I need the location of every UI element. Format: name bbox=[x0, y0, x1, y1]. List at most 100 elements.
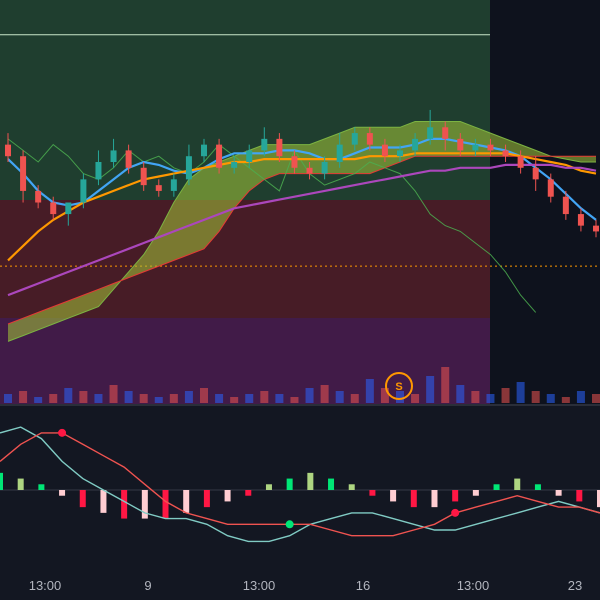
crossover-dot bbox=[451, 508, 460, 517]
histogram-bar bbox=[307, 472, 314, 490]
candle bbox=[487, 138, 494, 157]
time-tick-label: 13:00 bbox=[457, 578, 490, 593]
volume-bar bbox=[396, 391, 404, 403]
volume-bar bbox=[230, 397, 239, 403]
volume-bar bbox=[139, 394, 148, 403]
signal-ring bbox=[385, 372, 413, 400]
moving-average-line bbox=[7, 137, 597, 221]
volume-bar bbox=[109, 385, 118, 403]
signal-line bbox=[0, 426, 600, 543]
moving-average-line bbox=[7, 152, 597, 262]
histogram-bar bbox=[183, 490, 190, 513]
candle-body bbox=[351, 133, 358, 145]
histogram-bar bbox=[431, 490, 438, 508]
cloud-span-b bbox=[7, 155, 596, 325]
candle bbox=[532, 156, 539, 191]
candle-body bbox=[80, 179, 87, 203]
candle bbox=[547, 173, 554, 203]
histogram-bar bbox=[121, 490, 128, 519]
candle-body bbox=[502, 150, 509, 157]
volume-bar bbox=[184, 391, 193, 403]
volume-bar bbox=[305, 388, 314, 403]
candle bbox=[381, 138, 388, 162]
candlestick-series bbox=[5, 109, 599, 238]
candle bbox=[246, 144, 253, 168]
volume-bars bbox=[4, 367, 600, 403]
candle bbox=[261, 127, 268, 157]
histogram-bar bbox=[224, 490, 231, 502]
highlight-zones bbox=[0, 0, 490, 405]
histogram-bar bbox=[141, 490, 148, 519]
histogram-bar bbox=[369, 490, 376, 496]
volume-bar bbox=[365, 379, 374, 403]
candle bbox=[306, 162, 313, 180]
sell-signal-marker[interactable]: S bbox=[385, 372, 413, 400]
candle bbox=[577, 208, 584, 232]
volume-bar bbox=[200, 388, 208, 403]
candle-body bbox=[110, 150, 117, 162]
candle-body bbox=[517, 156, 524, 168]
histogram-bar bbox=[162, 490, 169, 519]
candle bbox=[336, 133, 343, 168]
candle-body bbox=[95, 162, 102, 180]
candle-body bbox=[306, 167, 313, 174]
volume-bar bbox=[486, 394, 495, 403]
histogram-bar bbox=[493, 484, 500, 490]
histogram-bar bbox=[59, 490, 66, 496]
candle bbox=[35, 185, 42, 209]
volume-bar bbox=[245, 394, 254, 403]
candle-body bbox=[216, 144, 223, 168]
histogram-bar bbox=[534, 484, 541, 490]
candle bbox=[276, 133, 283, 162]
histogram-bar bbox=[203, 490, 210, 508]
candle-body bbox=[140, 167, 147, 186]
candle-body bbox=[366, 133, 373, 145]
volume-bar bbox=[561, 397, 570, 403]
candle-body bbox=[185, 156, 192, 180]
candle bbox=[140, 162, 147, 191]
volume-bar bbox=[320, 385, 329, 403]
volume-bar bbox=[290, 397, 299, 403]
volume-bar bbox=[546, 394, 555, 403]
candle-body bbox=[246, 150, 253, 162]
candle bbox=[442, 121, 449, 151]
candle bbox=[5, 133, 11, 162]
histogram-bar bbox=[265, 484, 272, 490]
histogram-bar bbox=[472, 490, 479, 496]
histogram-bar bbox=[0, 472, 3, 490]
time-tick-label: 16 bbox=[356, 578, 370, 593]
crossover-dot bbox=[58, 428, 67, 437]
candle bbox=[517, 150, 524, 174]
volume-bar bbox=[501, 388, 510, 403]
histogram-bar bbox=[38, 484, 45, 490]
candle-body bbox=[125, 150, 132, 168]
candle bbox=[80, 173, 87, 209]
volume-bar bbox=[169, 394, 178, 403]
candle-body bbox=[397, 150, 403, 157]
histogram-bar bbox=[286, 478, 293, 490]
histogram-bar bbox=[452, 490, 459, 502]
histogram-bar bbox=[390, 490, 397, 502]
ichimoku-cloud bbox=[7, 121, 596, 342]
histogram-bar bbox=[245, 490, 252, 496]
volume-bar bbox=[471, 391, 480, 403]
candle-body bbox=[336, 144, 343, 162]
volume-bar bbox=[411, 394, 420, 403]
crossover-dot bbox=[285, 520, 294, 529]
candle-body bbox=[321, 162, 328, 174]
volume-bar bbox=[34, 397, 43, 403]
candle bbox=[562, 190, 569, 220]
volume-bar bbox=[456, 385, 465, 403]
candle-body bbox=[412, 138, 419, 151]
volume-bar bbox=[516, 382, 525, 403]
volume-bar bbox=[49, 394, 58, 403]
candle-body bbox=[577, 214, 584, 226]
time-axis: 13:00 9 13:00 16 13:00 23 bbox=[29, 578, 583, 593]
candle-body bbox=[65, 202, 72, 215]
candle-body bbox=[5, 144, 11, 157]
candle bbox=[170, 173, 177, 197]
candle bbox=[50, 196, 57, 220]
candle bbox=[593, 219, 599, 238]
candle-body bbox=[457, 138, 464, 151]
